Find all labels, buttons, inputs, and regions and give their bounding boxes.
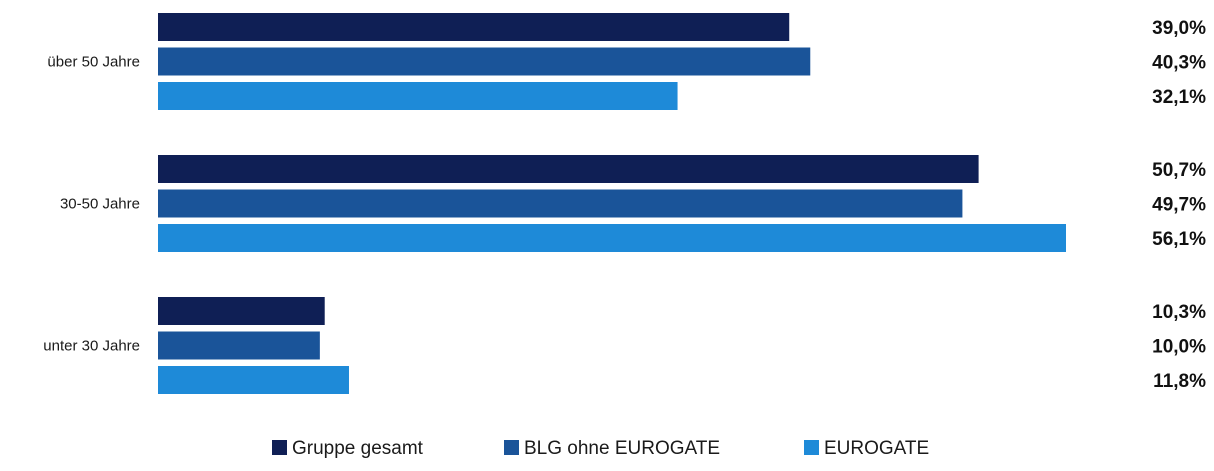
bar	[158, 224, 1066, 252]
bar	[158, 297, 325, 325]
value-label: 11,8%	[1153, 371, 1206, 392]
value-label: 10,3%	[1152, 302, 1206, 323]
legend-swatch	[504, 440, 519, 455]
bar	[158, 82, 678, 110]
category-label: unter 30 Jahre	[43, 338, 140, 355]
value-label: 39,0%	[1152, 18, 1206, 39]
bar	[158, 13, 790, 41]
legend-label: Gruppe gesamt	[292, 438, 424, 459]
value-label: 32,1%	[1152, 87, 1206, 108]
bar	[158, 47, 811, 76]
legend-swatch	[804, 440, 819, 455]
value-label: 40,3%	[1152, 53, 1206, 74]
value-label: 56,1%	[1152, 229, 1206, 250]
value-label: 10,0%	[1152, 337, 1206, 358]
value-label: 50,7%	[1152, 160, 1206, 181]
bar	[158, 189, 963, 218]
legend-swatch	[272, 440, 287, 455]
category-label: 30-50 Jahre	[60, 196, 140, 213]
bar	[158, 155, 979, 183]
legend-label: BLG ohne EUROGATE	[524, 438, 720, 459]
legend-label: EUROGATE	[824, 438, 929, 459]
bar	[158, 366, 349, 394]
value-label: 49,7%	[1152, 195, 1206, 216]
bar	[158, 331, 320, 360]
category-label: über 50 Jahre	[47, 54, 140, 71]
